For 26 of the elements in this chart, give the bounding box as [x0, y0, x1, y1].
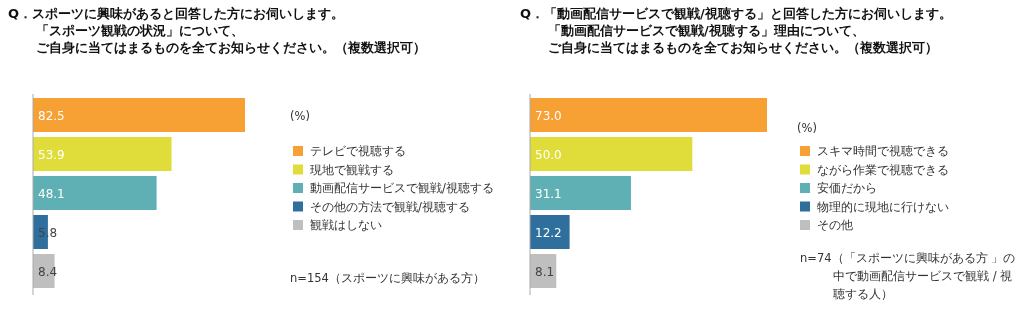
text: n=74（「スポーツに興味がある方 」の中で動画配信サービスで観戦 / 視聴する人） [800, 251, 1016, 301]
chart-title: Q．スポーツに興味があると回答した方にお伺いします。「スポーツ観戦の状況」について、ご自身に当てはまるものを全てお知らせください。（複数選択可） [8, 6, 426, 55]
legend-label: その他の方法で観戦/視聴する [310, 199, 470, 214]
legend-label: ながら作業で視聴できる [817, 162, 949, 177]
legend-label: その他 [817, 218, 853, 232]
data-label: 50.0 [535, 147, 562, 162]
data-label: 53.9 [38, 147, 65, 162]
text: (%) [290, 109, 310, 123]
legend-label: 安価だから [817, 181, 877, 195]
data-label: 5.8 [38, 225, 58, 240]
data-label: 31.1 [535, 186, 562, 201]
legend-label: 観戦はしない [310, 218, 382, 232]
data-label: 12.2 [535, 225, 562, 240]
legend-label: テレビで視聴する [310, 144, 406, 158]
legend-label: スキマ時間で視聴できる [817, 144, 949, 158]
legend-label: 物理的に現地に行けない [817, 199, 949, 214]
chart-title: Q．「動画配信サービスで観戦/視聴する」と回答した方にお伺いします。「動画配信サービスで観戦/視聴する」理由について、ご自身に当てはまるものを全てお知らせください。（複数選択可） [520, 6, 952, 55]
data-label: 73.0 [535, 108, 562, 123]
data-label: 8.4 [38, 264, 58, 279]
data-label: 82.5 [38, 108, 65, 123]
text: (%) [797, 121, 817, 135]
legend-label: 現地で観戦する [310, 162, 394, 177]
data-label: 8.1 [535, 264, 555, 279]
data-label: 48.1 [38, 186, 65, 201]
text: n=154（スポーツに興味がある方） [290, 271, 485, 285]
legend-label: 動画配信サービスで観戦/視聴する [310, 181, 494, 195]
